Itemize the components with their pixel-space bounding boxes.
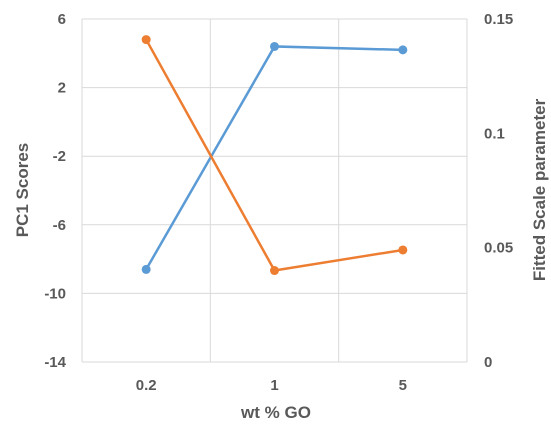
series-1-point: [398, 45, 408, 55]
y-left-axis-title: PC1 Scores: [13, 143, 32, 238]
y-left-tick-label: 6: [58, 11, 66, 28]
series-1-point: [270, 41, 279, 51]
series-2-point: [270, 266, 279, 276]
x-tick-label: 0.2: [136, 377, 157, 394]
right-axis-ticks: 0.15 0.1 0.05 0: [484, 11, 513, 371]
y-left-tick-label: 2: [58, 80, 66, 97]
y-right-tick-label: 0.05: [484, 240, 513, 257]
x-axis-title: wt % GO: [240, 403, 311, 422]
series-2-line: [145, 38, 404, 272]
series-1-line: [145, 45, 403, 271]
y-right-axis-title: Fitted Scale parameter: [530, 98, 549, 281]
y-left-tick-label: -10: [44, 285, 66, 302]
y-left-tick-label: -6: [53, 217, 66, 234]
y-left-tick-label: -2: [53, 148, 66, 165]
x-axis-ticks: 0.2 1 5: [136, 377, 407, 394]
y-right-tick-label: 0.1: [484, 125, 505, 142]
y-left-tick-label: -14: [44, 354, 66, 371]
series-2-point: [141, 35, 151, 45]
x-tick-label: 1: [270, 377, 278, 394]
series: [141, 35, 408, 276]
x-tick-label: 5: [399, 377, 407, 394]
y-right-tick-label: 0.15: [484, 11, 513, 28]
left-axis-ticks: 6 2 -2 -6 -10 -14: [44, 11, 66, 371]
grid: [81, 18, 468, 363]
series-1-point: [141, 264, 151, 274]
series-2-point: [398, 245, 408, 255]
y-right-tick-label: 0: [484, 354, 492, 371]
